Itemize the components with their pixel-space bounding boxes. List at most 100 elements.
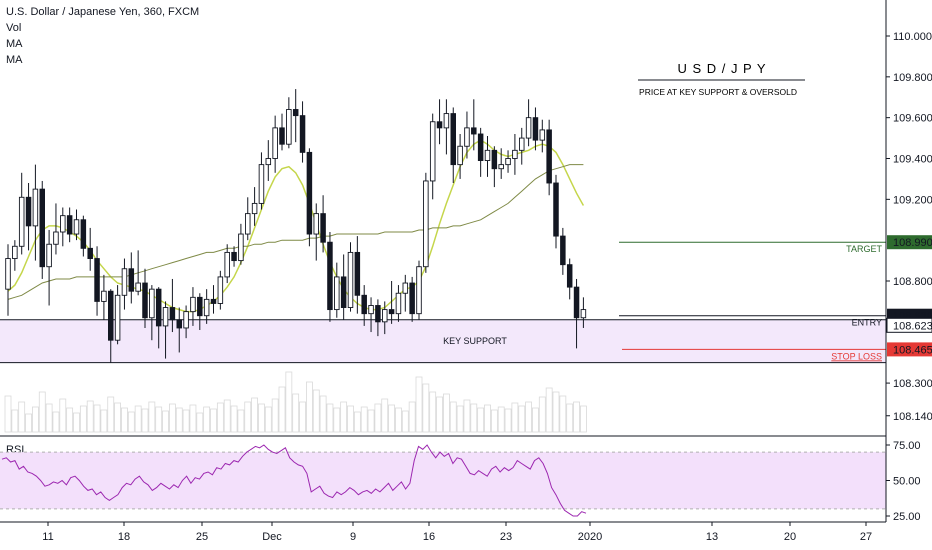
candle-body [368,305,374,315]
entry-label: ENTRY [852,318,882,328]
candle-body [231,251,237,262]
candle-body [224,251,230,278]
volume-bar [442,393,450,433]
candle-body [347,251,354,308]
volume-bar [367,409,375,433]
volume-bar [216,402,224,433]
legend-ma-2[interactable]: MA [6,54,23,66]
volume-bar [32,406,39,433]
candle-body [450,113,457,166]
volume-bar [573,401,580,433]
candle-body [464,127,470,147]
time-tick-label: 18 [118,531,130,543]
candle-body [53,231,59,245]
volume-bar [59,398,67,433]
price-axis[interactable]: 110.000 109.800 109.600 109.400 109.200 108.8… [886,31,932,423]
stop-price-tag: 108.465 [887,342,932,357]
candle-body [73,219,80,235]
volume-bar [121,407,128,433]
time-tick-label: 27 [860,531,872,543]
candle-body [491,149,498,170]
price-tick-label: 108.140 [893,411,932,423]
rsi-tick-label: 50.00 [893,476,921,488]
candle-body [25,196,32,227]
time-tick-label: 16 [423,531,435,543]
candle-body [566,264,573,288]
candle-body [121,268,128,296]
candle-body [169,307,176,321]
candle-body [443,113,450,129]
candle-body [155,288,162,327]
volume-bar [148,401,156,433]
rsi-line [1,444,587,517]
candle-body [265,158,272,166]
candle-body [402,282,409,294]
candle-body [320,213,326,243]
volume-bar [66,407,74,433]
volume-bar [52,411,60,433]
volume-bar [449,401,457,433]
volume-bar [264,406,272,433]
rsi-axis[interactable]: 75.00 50.00 25.00 [886,440,921,523]
time-tick-label: 20 [784,531,796,543]
annotation-subtitle: PRICE AT KEY SUPPORT & OVERSOLD [639,87,797,97]
candle-body [560,235,566,266]
candle-body [244,213,251,235]
candle-body [525,117,532,139]
candle-body [292,109,299,117]
candle-body [361,294,367,315]
candle-body [279,127,285,145]
candle-body [553,182,559,237]
volume-bar [374,403,382,433]
price-tick-label: 109.400 [893,154,932,166]
candle-body [395,292,402,315]
rsi-tick-label: 25.00 [893,511,921,523]
price-tick-label: 108.300 [893,378,932,390]
candle-body [197,296,203,317]
candle-body [539,129,546,141]
volume-bar [134,405,142,433]
time-axis[interactable]: 11 18 25 Dec 9 16 23 2020 13 20 27 [42,522,872,543]
volume-bar [305,381,313,433]
volume-bar [415,376,423,433]
volume-bar [155,406,163,433]
price-tick-label: 109.200 [893,194,932,206]
candle-body [66,215,73,235]
legend-volume[interactable]: Vol [6,22,22,34]
candle-body [94,258,100,302]
volume-bar [333,407,341,433]
volume-bar [278,386,286,433]
volume-bar [497,406,505,433]
volume-bar [210,408,217,433]
volume-bar [347,405,354,433]
symbol-title[interactable]: U.S. Dollar / Japanese Yen, 360, FXCM [6,6,200,18]
volume-bar [511,402,519,433]
legend-ma-1[interactable]: MA [6,38,23,50]
candle-body [258,164,265,204]
volume-bar [326,403,334,433]
candle-body [114,294,121,341]
candle-body [306,151,313,235]
volume-bar [107,396,115,433]
volume-bar [353,411,361,433]
current-price-tag: 108.623 [886,317,932,333]
candle-body [128,268,135,292]
volume-bars [4,371,587,433]
volume-bar [436,396,443,433]
annotation-title: U S D / J P Y [677,61,766,76]
candle-body [107,290,114,341]
volume-bar [463,399,471,433]
volume-bar [258,403,265,433]
volume-bar [477,407,485,433]
volume-bar [484,404,491,433]
volume-bar [18,401,26,433]
volume-bar [559,395,567,433]
candle-body [39,188,46,268]
candle-body [546,129,552,184]
volume-bar [251,397,259,433]
volume-bar [299,401,306,433]
candle-body [80,219,87,249]
candle-body [409,282,415,315]
volume-bar [319,395,327,433]
